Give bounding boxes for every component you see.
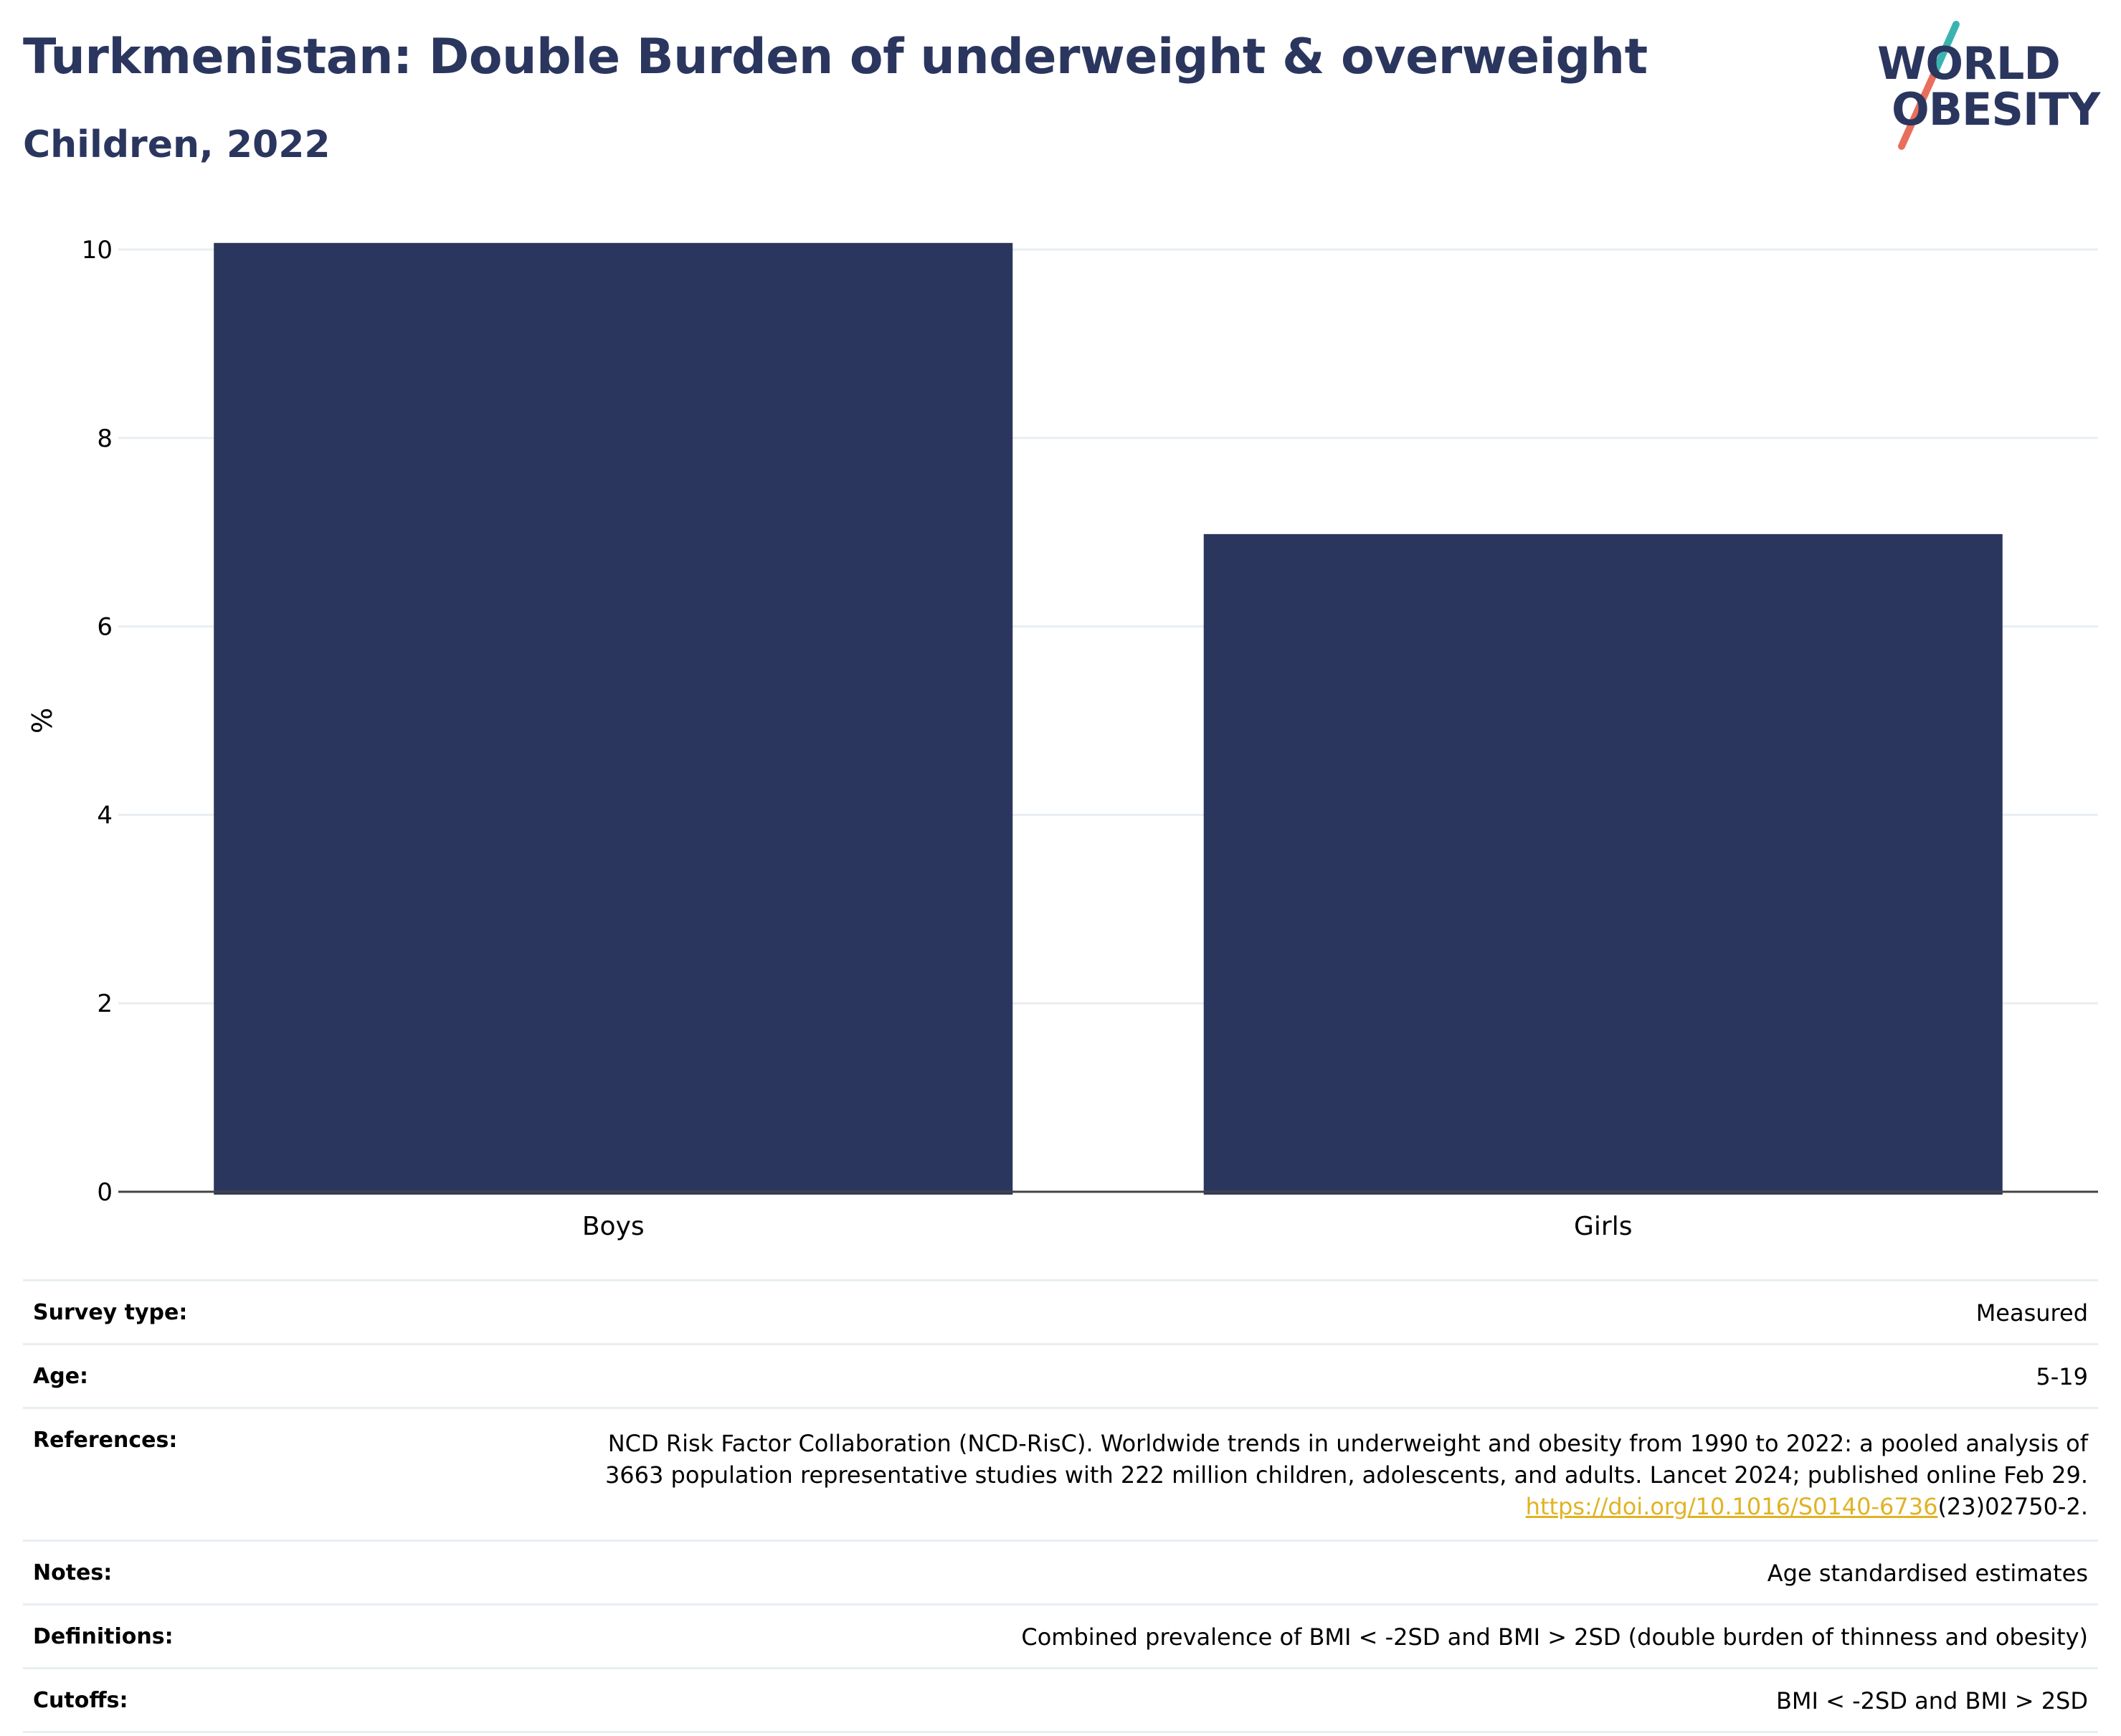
page-title: Turkmenistan: Double Burden of underweig… (23, 29, 1648, 85)
info-row-references: References: NCD Risk Factor Collaboratio… (23, 1409, 2098, 1542)
info-row-survey-type: Survey type: Measured (23, 1281, 2098, 1345)
references-doi-link[interactable]: https://doi.org/10.1016/S0140-6736 (1525, 1493, 1938, 1520)
y-tick-label-6: 6 (97, 613, 113, 642)
age-value: 5-19 (2036, 1363, 2088, 1390)
logo-text-world: WORLD (1877, 37, 2061, 90)
notes-label: Notes: (33, 1560, 113, 1585)
bar-boys (214, 242, 1013, 1195)
logo-slash-icon (1898, 21, 1960, 150)
references-doi-suffix: (23)02750-2. (1937, 1493, 2088, 1520)
survey-type-value: Measured (1975, 1299, 2088, 1327)
definitions-value: Combined prevalence of BMI < -2SD and BM… (1021, 1623, 2088, 1651)
x-tick-label-girls: Girls (1574, 1212, 1632, 1241)
bar-girls (1203, 533, 2003, 1195)
y-tick-label-10: 10 (82, 236, 113, 265)
y-tick-label-0: 0 (97, 1178, 113, 1207)
y-axis-title: % (27, 708, 58, 734)
cutoffs-label: Cutoffs: (33, 1688, 128, 1713)
page-subtitle: Children, 2022 (23, 123, 331, 166)
y-tick-label-8: 8 (97, 424, 113, 453)
references-value: NCD Risk Factor Collaboration (NCD-RisC)… (206, 1428, 2088, 1522)
definitions-label: Definitions: (33, 1624, 174, 1649)
info-table: Survey type: Measured Age: 5-19 Referenc… (23, 1279, 2098, 1733)
survey-type-label: Survey type: (33, 1300, 188, 1325)
notes-value: Age standardised estimates (1767, 1560, 2088, 1587)
info-row-age: Age: 5-19 (23, 1345, 2098, 1409)
references-line-1: NCD Risk Factor Collaboration (NCD-RisC)… (607, 1430, 2088, 1457)
references-line-2: 3663 population representative studies w… (604, 1461, 2088, 1489)
world-obesity-logo: WORLD OBESITY (1864, 20, 2108, 150)
references-line-3: https://doi.org/10.1016/S0140-6736(23)02… (206, 1491, 2088, 1522)
cutoffs-value: BMI < -2SD and BMI > 2SD (1775, 1687, 2088, 1714)
info-row-notes: Notes: Age standardised estimates (23, 1542, 2098, 1605)
y-tick-label-2: 2 (97, 990, 113, 1018)
age-label: Age: (33, 1364, 89, 1389)
info-row-cutoffs: Cutoffs: BMI < -2SD and BMI > 2SD (23, 1669, 2098, 1733)
chart-canvas: 0 2 4 6 8 10 Boys Girls% (27, 236, 2098, 1241)
references-label: References: (33, 1428, 178, 1453)
x-tick-label-boys: Boys (582, 1212, 645, 1241)
y-tick-label-4: 4 (97, 801, 113, 830)
logo-text-obesity: OBESITY (1892, 83, 2100, 136)
info-row-definitions: Definitions: Combined prevalence of BMI … (23, 1605, 2098, 1669)
bar-chart: 0 2 4 6 8 10 Boys Girls% (0, 208, 2121, 1255)
